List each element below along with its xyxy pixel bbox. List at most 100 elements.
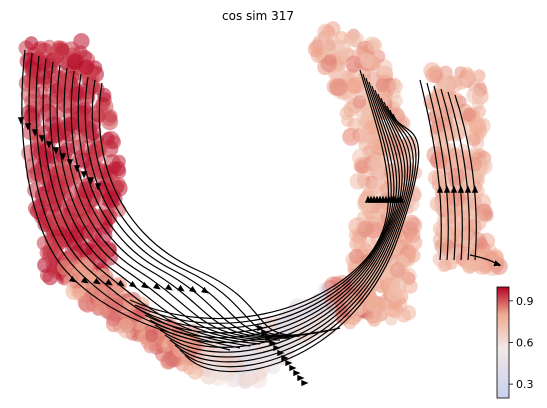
streamline [98, 82, 341, 336]
cell-point [25, 65, 39, 79]
streamline-arrow [38, 135, 46, 143]
cell-point [329, 78, 348, 97]
streamline-arrow [24, 123, 32, 131]
streamline-arrow [493, 260, 502, 267]
streamline-arrow [66, 159, 74, 167]
streamline [84, 76, 321, 337]
streamline [159, 93, 406, 348]
streamline [154, 89, 403, 344]
cell-point [65, 217, 79, 231]
streamline-arrow [73, 165, 81, 173]
cell-point [56, 43, 70, 57]
cell-point [333, 44, 347, 58]
streamline-arrow [52, 147, 60, 155]
velocity-streamlines [17, 49, 502, 387]
cell-point [390, 94, 403, 108]
streamline [56, 64, 281, 341]
streamline [164, 97, 409, 353]
streamline-arrow [457, 185, 465, 193]
streamline [91, 79, 331, 336]
cell-point [364, 119, 381, 136]
cell-point [372, 307, 387, 322]
streamline [447, 91, 470, 261]
cell-point [423, 62, 441, 80]
cell-point [60, 73, 75, 88]
colorbar-tick-label: 0.6 [516, 337, 534, 350]
streamline [144, 81, 398, 334]
streamline-arrow [301, 379, 309, 387]
colorbar: 0.3 0.6 0.9 [496, 286, 534, 399]
cell-point [463, 68, 476, 81]
streamline-arrow [289, 364, 297, 372]
chart-title: cos sim 317 [222, 9, 294, 23]
streamline-arrow [116, 279, 125, 287]
cell-point [401, 305, 417, 321]
streamline [440, 88, 463, 261]
cell-point [226, 355, 244, 373]
streamline-arrow [152, 282, 161, 290]
cell-point [429, 196, 445, 212]
cell-point [447, 167, 466, 186]
streamline-arrow [68, 275, 77, 283]
streamline [184, 113, 420, 373]
streamline [149, 85, 401, 339]
cell-point [22, 112, 40, 130]
streamline [129, 69, 390, 320]
cell-point [145, 329, 159, 343]
colorbar-tick-label: 0.3 [516, 378, 534, 391]
cell-point [366, 178, 384, 195]
cell-point [466, 156, 482, 172]
streamline-arrow [261, 329, 269, 337]
streamline-arrow [464, 185, 472, 193]
cell-point [309, 39, 324, 54]
streamline-arrow [31, 129, 39, 137]
streamline [134, 73, 392, 324]
streamline-arrow [285, 359, 293, 367]
cell-point [429, 151, 448, 170]
cell-point [209, 368, 228, 386]
streamline [63, 67, 291, 339]
cell-point [69, 86, 84, 101]
cell-point [431, 88, 447, 104]
cell-point [456, 143, 470, 157]
streamline-arrow [443, 185, 451, 193]
cell-point [375, 78, 390, 93]
streamline [433, 85, 456, 261]
cell-point [345, 55, 363, 73]
streamline-arrow [80, 276, 89, 284]
cell-point [90, 283, 108, 302]
cell-point [347, 117, 361, 132]
streamline [179, 109, 417, 368]
streamline-arrow [80, 171, 88, 179]
colorbar-gradient [496, 286, 510, 399]
streamline-arrow [397, 195, 405, 203]
cell-point [33, 51, 46, 64]
cell-point [443, 88, 456, 101]
cell-point [78, 59, 95, 75]
streamline [169, 101, 412, 358]
cell-point [112, 154, 126, 169]
cell-point [357, 220, 374, 238]
cell-point [403, 214, 420, 231]
streamline-arrow [188, 285, 197, 293]
cell-point [73, 263, 89, 279]
cell-point [242, 371, 257, 386]
streamline [77, 73, 311, 337]
cell-point [92, 245, 108, 261]
cell-point [455, 76, 469, 90]
streamline-arrow [269, 339, 277, 347]
cell-point [355, 160, 369, 174]
streamline-arrow [104, 278, 113, 286]
cell-point [86, 143, 102, 160]
streamline-arrow [140, 281, 149, 289]
streamline-arrow [297, 374, 305, 382]
cell-point [349, 248, 365, 264]
streamline-arrow [45, 141, 53, 149]
cell-point [27, 200, 44, 217]
cell-point [367, 37, 383, 53]
cell-point [352, 95, 367, 109]
cell-point [187, 364, 204, 380]
cell-point [91, 300, 107, 315]
cell-point [103, 109, 118, 123]
